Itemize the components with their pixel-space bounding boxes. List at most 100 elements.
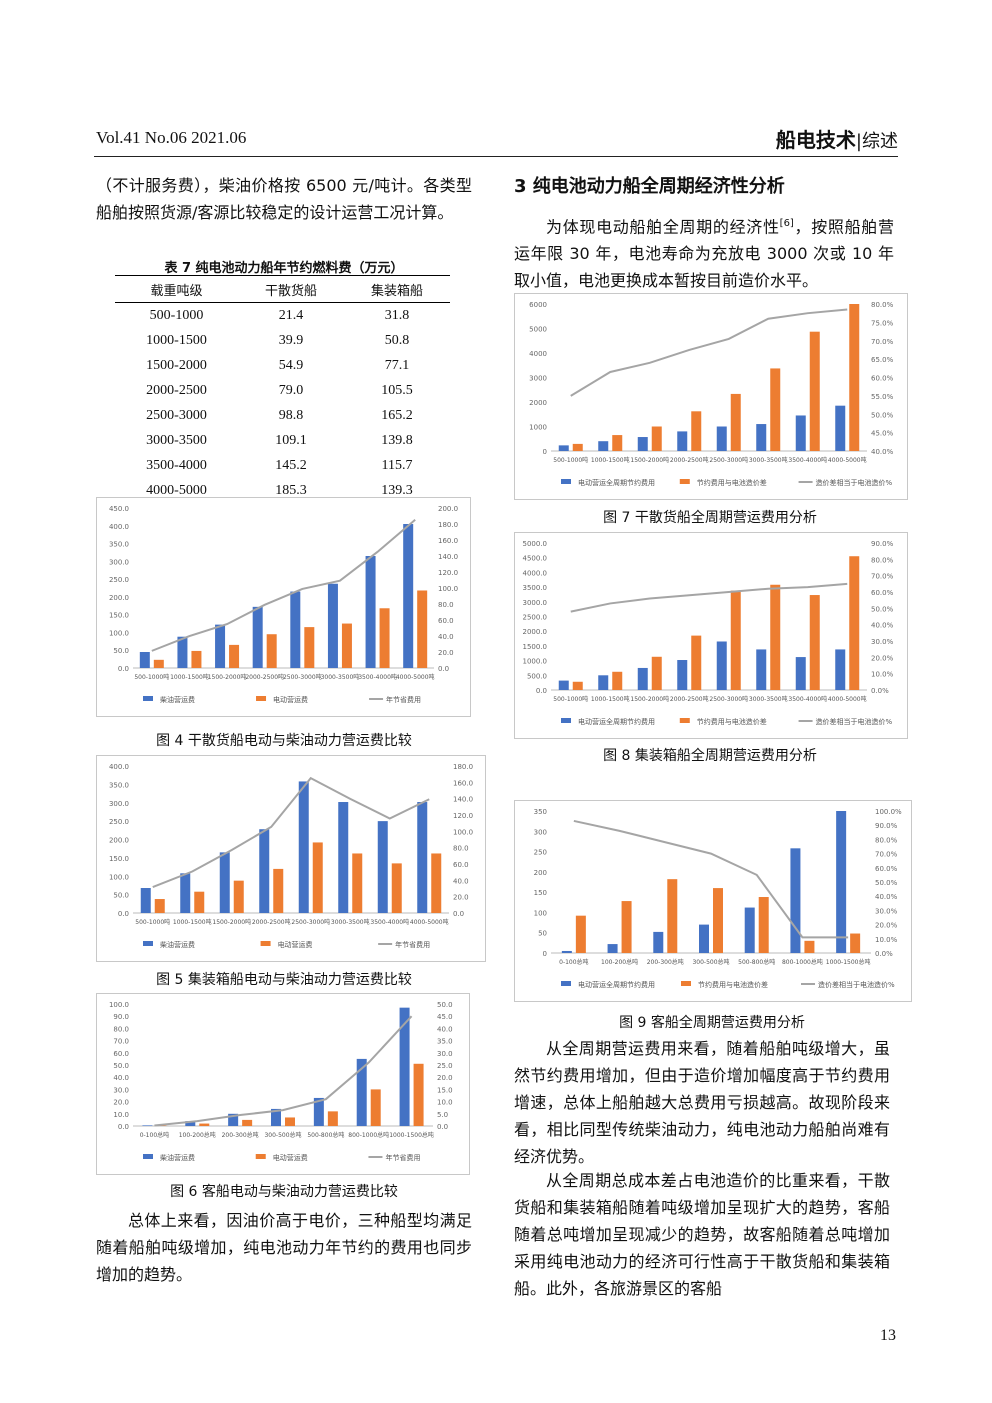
fig7-bar-blue xyxy=(598,441,609,451)
fig6-y2tick: 25.0 xyxy=(437,1062,453,1070)
fig8-caption: 图 8 集装箱船全周期营运费用分析 xyxy=(603,748,817,764)
fig8-y2tick: 40.0% xyxy=(871,622,894,630)
fig5-y2tick: 160.0 xyxy=(453,779,473,787)
fig4-chart: 0.0 50.0 100.0 150.0 200.0 250.0 300.0 350.0 400… xyxy=(96,497,471,717)
table7-cell: 50.8 xyxy=(384,332,410,348)
fig8-ytick: 4000.0 xyxy=(523,569,548,577)
fig4-xtick: 2500-3000吨 xyxy=(283,673,322,681)
fig7-ytick: 2000 xyxy=(529,399,547,407)
fig8-xtick: 1000-1500吨 xyxy=(591,695,630,703)
fig6-bar-blue xyxy=(142,1125,153,1126)
fig7-ytick: 0 xyxy=(543,448,547,456)
fig4-bar-orange xyxy=(304,627,315,668)
fig8-xtick: 4000-5000吨 xyxy=(828,695,867,703)
fig5-bar-blue xyxy=(140,888,151,913)
fig5-ytick: 350.0 xyxy=(109,781,129,789)
journal-section: |综述 xyxy=(855,131,898,152)
fig4-xtick: 1500-2000吨 xyxy=(208,673,247,681)
fig5-legend-label: 年节省费用 xyxy=(395,940,430,949)
fig9-bar-blue xyxy=(744,907,755,953)
fig4-ytick: 250.0 xyxy=(109,576,129,584)
table7-cell: 1500-2000 xyxy=(146,357,207,373)
table7-cell: 3000-3500 xyxy=(146,432,207,448)
fig4-legend-swatch xyxy=(256,696,267,701)
fig8-bar-orange xyxy=(809,595,820,690)
fig7-bar-orange xyxy=(849,304,860,451)
fig4-bar-blue xyxy=(139,652,150,668)
table7-cell: 165.2 xyxy=(381,407,413,423)
fig7-bar-blue xyxy=(756,424,767,451)
fig9-xtick: 300-500总吨 xyxy=(692,958,729,966)
fig5-bar-blue xyxy=(259,829,270,913)
fig8-ytick: 3000.0 xyxy=(523,599,548,607)
table7-cell: 21.4 xyxy=(278,307,304,323)
fig6-line xyxy=(154,1015,413,1127)
fig4-bar-orange xyxy=(379,608,390,668)
fig6-legend-label: 年节省费用 xyxy=(385,1153,420,1162)
fig6-bar-orange xyxy=(285,1117,295,1126)
fig8-ytick: 2500.0 xyxy=(523,614,548,622)
page-number: 13 xyxy=(880,1327,896,1344)
fig9-y2tick: 50.0% xyxy=(875,879,898,887)
fig7-legend-swatch xyxy=(561,479,571,484)
fig6-legend-swatch xyxy=(255,1154,266,1159)
fig8-bar-orange xyxy=(770,584,781,690)
fig5-xtick: 3000-3500吨 xyxy=(331,918,370,926)
fig5-bar-orange xyxy=(194,891,205,913)
fig4-y2tick: 20.0 xyxy=(438,649,454,657)
table7-row: 2000-2500 79.0 105.5 xyxy=(115,378,450,403)
fig5-y2tick: 140.0 xyxy=(453,796,473,804)
fig9-ytick: 300 xyxy=(534,828,547,836)
fig5-bar-orange xyxy=(233,880,244,913)
fig5-chart: 0.0 50.0 100.0 150.0 200.0 250.0 300.0 350.0 400… xyxy=(96,755,486,962)
journal-name: 船电技术 xyxy=(775,128,856,152)
fig5-bar-orange xyxy=(154,899,165,913)
fig5-bar-orange xyxy=(431,853,442,913)
table7-cell: 2500-3000 xyxy=(146,407,207,423)
fig8-ytick: 1500.0 xyxy=(523,643,548,651)
fig8-ytick: 1000.0 xyxy=(523,658,548,666)
table7-title: 表 7 纯电池动力船年节约燃料费（万元） xyxy=(164,261,404,276)
fig8-y2tick: 30.0% xyxy=(871,638,894,646)
fig9-ytick: 250 xyxy=(534,849,547,857)
fig6-y2tick: 10.0 xyxy=(437,1099,453,1107)
fig8-legend-swatch xyxy=(679,718,690,723)
fig4-xtick: 3500-4000吨 xyxy=(358,673,397,681)
fig5-ytick: 400.0 xyxy=(109,763,129,771)
fig9-ytick: 0 xyxy=(543,950,547,958)
fig6-ytick: 50.0 xyxy=(113,1062,129,1070)
fig4-ytick: 0.0 xyxy=(118,665,129,673)
fig7-y2tick: 80.0% xyxy=(871,301,894,309)
fig7-xtick: 2500-3000吨 xyxy=(709,456,748,464)
fig4-legend-label: 柴油营运费 xyxy=(160,695,195,704)
fig8-ytick: 4500.0 xyxy=(523,555,548,563)
fig6-ytick: 100.0 xyxy=(109,1001,129,1009)
fig8-bar-blue xyxy=(677,660,688,690)
fig5-ytick: 0.0 xyxy=(118,910,129,918)
right-paragraph-3: 从全周期总成本差占电池造价的比重来看，干散货船和集装箱船随着吨级增加呈现扩大的趋… xyxy=(514,1171,890,1298)
fig8-bar-orange xyxy=(572,681,583,690)
table7-cell: 77.1 xyxy=(384,357,410,373)
fig9-xtick: 500-800总吨 xyxy=(738,958,775,966)
fig9-bar-orange xyxy=(804,940,815,953)
fig4-bar-orange xyxy=(341,623,352,668)
section-3-title: 3 纯电池动力船全周期经济性分析 xyxy=(514,176,785,197)
fig4-y2tick: 60.0 xyxy=(438,617,454,625)
fig6-bar-blue xyxy=(271,1108,281,1126)
fig5-bar-blue xyxy=(298,781,309,913)
fig7-bar-blue xyxy=(716,426,727,451)
fig4-bar-blue xyxy=(327,583,338,668)
fig5-bar-orange xyxy=(273,868,284,913)
fig8-ytick: 500.0 xyxy=(527,672,547,680)
table7-cell: 1000-1500 xyxy=(146,332,207,348)
fig9-legend-label: 造价差相当于电池造价% xyxy=(818,980,895,989)
fig5-xtick: 3500-4000吨 xyxy=(370,918,409,926)
fig8-legend-swatch xyxy=(561,718,571,723)
fig7-bar-orange xyxy=(730,393,741,451)
fig9-chart: 0 50 100 150 200 250 300 350 0.0% 10.0% 20.0% 30.0%… xyxy=(514,800,912,1002)
fig7-xtick: 3500-4000吨 xyxy=(788,456,827,464)
fig6-bar-orange xyxy=(413,1063,424,1126)
fig5-ytick: 300.0 xyxy=(109,800,129,808)
fig9-bar-blue xyxy=(653,931,664,953)
fig5-ytick: 50.0 xyxy=(113,892,129,900)
